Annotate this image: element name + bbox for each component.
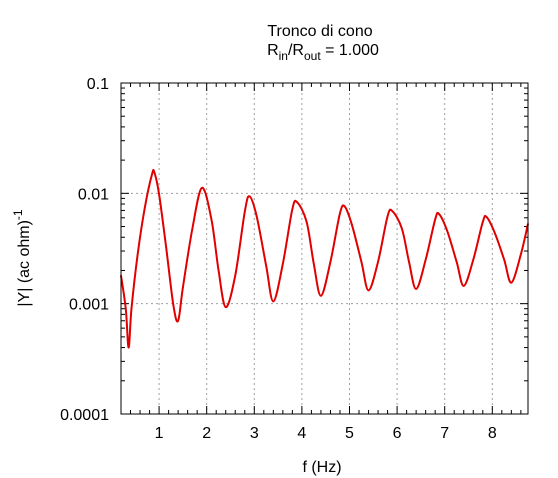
data-point <box>234 274 237 277</box>
data-point <box>272 300 275 303</box>
chart-subtitle: Rin/Rout = 1.000 <box>267 42 379 63</box>
data-point <box>485 216 488 218</box>
data-point <box>165 247 168 249</box>
y-tick-label: 0.1 <box>87 76 109 93</box>
data-point <box>434 218 436 221</box>
data-point <box>408 260 410 263</box>
data-point <box>201 187 203 189</box>
data-point <box>520 253 522 256</box>
data-point <box>296 201 298 204</box>
data-point <box>151 173 153 176</box>
data-point <box>462 285 465 287</box>
data-point <box>282 262 284 265</box>
grid <box>121 83 528 414</box>
data-point <box>248 195 251 198</box>
data-point <box>124 307 127 310</box>
data-point <box>177 319 179 322</box>
series-line <box>120 168 529 349</box>
data-point <box>415 288 417 290</box>
data-point <box>210 218 213 221</box>
x-tick-label: 5 <box>345 425 354 442</box>
x-tick-label: 4 <box>297 425 306 442</box>
x-tick-label: 1 <box>155 425 164 442</box>
data-point <box>343 205 346 208</box>
data-point <box>391 210 394 212</box>
data-point <box>320 294 322 297</box>
x-tick-label: 6 <box>393 425 402 442</box>
data-point <box>329 260 332 263</box>
data-point <box>351 223 353 226</box>
x-axis-label: f (Hz) <box>302 459 341 476</box>
y-axis-label: |Y| (ac ohm)-1 <box>11 209 33 307</box>
data-point <box>291 208 294 210</box>
data-point <box>438 213 440 215</box>
data-point <box>510 281 513 284</box>
data-point <box>360 260 363 263</box>
data-point <box>130 307 133 310</box>
data-point <box>377 260 379 263</box>
data-point <box>472 258 475 261</box>
data-point <box>493 231 496 234</box>
data-point <box>224 306 227 308</box>
data-point <box>265 265 267 267</box>
x-tick-label: 7 <box>440 425 449 442</box>
axis-ticks <box>120 82 528 415</box>
data-point <box>255 215 258 218</box>
chart-title: Tronco di cono <box>267 23 372 40</box>
data-point <box>401 227 403 230</box>
data-point <box>367 289 370 292</box>
x-tick-label: 2 <box>202 425 211 442</box>
y-tick-label: 0.0001 <box>60 407 109 424</box>
data-point <box>153 171 156 174</box>
x-tick-label: 8 <box>488 425 497 442</box>
series-layer <box>120 168 529 349</box>
data-point <box>305 221 308 223</box>
data-point <box>136 253 139 256</box>
x-tick-label: 3 <box>250 425 259 442</box>
data-point <box>182 286 184 289</box>
data-point <box>127 346 130 349</box>
data-point <box>217 269 220 272</box>
data-point <box>503 258 506 261</box>
data-point <box>191 227 194 230</box>
data-point <box>386 215 389 218</box>
y-tick-label: 0.01 <box>78 186 109 203</box>
data-point <box>424 258 427 261</box>
data-point <box>144 206 146 209</box>
data-point <box>455 260 458 263</box>
data-point <box>243 211 246 213</box>
plot-frame <box>120 82 529 415</box>
data-point <box>172 304 175 306</box>
tick-labels: 1 2 3 4 5 6 7 8 0.0001 0.001 0.01 0.1 <box>60 76 497 442</box>
data-point <box>312 262 315 265</box>
data-point <box>481 221 484 223</box>
data-point <box>339 212 341 215</box>
y-tick-label: 0.001 <box>69 297 109 314</box>
data-point <box>158 193 160 196</box>
data-point <box>446 229 448 232</box>
